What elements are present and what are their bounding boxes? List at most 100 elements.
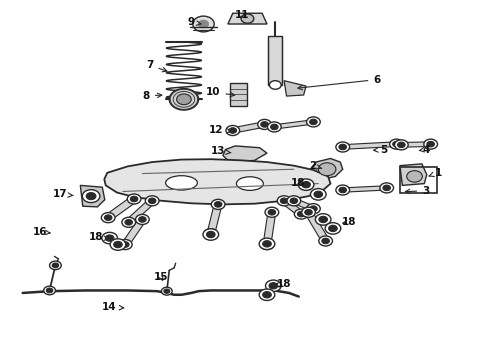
Polygon shape <box>305 211 329 242</box>
Circle shape <box>339 144 346 150</box>
Circle shape <box>82 190 100 203</box>
Circle shape <box>336 185 349 195</box>
Circle shape <box>380 183 393 193</box>
Circle shape <box>161 287 172 295</box>
Circle shape <box>311 189 326 200</box>
Polygon shape <box>105 197 137 220</box>
Circle shape <box>206 231 215 238</box>
Circle shape <box>266 280 281 292</box>
Circle shape <box>110 239 126 250</box>
Circle shape <box>269 283 278 289</box>
Circle shape <box>302 181 310 188</box>
Circle shape <box>226 126 240 135</box>
Bar <box>230 83 247 107</box>
Circle shape <box>211 199 225 210</box>
Circle shape <box>319 216 327 222</box>
Circle shape <box>258 120 271 130</box>
Text: 12: 12 <box>208 125 231 135</box>
Circle shape <box>169 89 198 110</box>
Circle shape <box>122 242 129 247</box>
Circle shape <box>407 171 422 182</box>
Circle shape <box>86 193 96 200</box>
Circle shape <box>268 210 276 215</box>
Circle shape <box>290 198 297 203</box>
Text: 16: 16 <box>32 227 50 237</box>
Polygon shape <box>263 212 276 245</box>
Circle shape <box>241 14 254 23</box>
Circle shape <box>280 198 288 203</box>
Circle shape <box>193 16 214 32</box>
Text: 5: 5 <box>373 144 388 154</box>
Circle shape <box>260 239 274 249</box>
Circle shape <box>307 117 320 127</box>
Ellipse shape <box>237 177 263 190</box>
Text: 13: 13 <box>211 146 231 156</box>
Circle shape <box>336 142 349 152</box>
Polygon shape <box>400 164 427 185</box>
Text: 14: 14 <box>102 302 123 312</box>
Circle shape <box>52 263 59 268</box>
Circle shape <box>263 241 271 247</box>
Polygon shape <box>401 142 431 147</box>
Circle shape <box>270 124 278 130</box>
Circle shape <box>127 194 141 204</box>
Circle shape <box>397 142 405 148</box>
Circle shape <box>198 21 208 28</box>
Circle shape <box>114 242 122 248</box>
Circle shape <box>259 238 275 249</box>
Polygon shape <box>343 142 397 149</box>
Polygon shape <box>80 185 105 207</box>
Polygon shape <box>104 159 331 204</box>
Polygon shape <box>281 199 304 216</box>
Circle shape <box>394 140 408 150</box>
Polygon shape <box>292 199 315 211</box>
Circle shape <box>270 81 281 89</box>
Circle shape <box>383 185 391 191</box>
Circle shape <box>265 207 279 217</box>
Text: 2: 2 <box>309 161 321 171</box>
Circle shape <box>102 232 118 244</box>
Circle shape <box>268 122 281 132</box>
Circle shape <box>101 213 115 223</box>
Circle shape <box>47 288 53 293</box>
Text: 18: 18 <box>342 217 356 227</box>
Circle shape <box>305 210 312 215</box>
Circle shape <box>176 94 191 105</box>
Circle shape <box>322 238 329 244</box>
Text: 18: 18 <box>89 232 109 242</box>
Circle shape <box>302 207 316 217</box>
Circle shape <box>49 261 61 270</box>
Circle shape <box>125 220 132 225</box>
Circle shape <box>390 139 403 149</box>
Circle shape <box>146 196 159 206</box>
Polygon shape <box>228 13 267 24</box>
Circle shape <box>259 289 275 301</box>
Circle shape <box>319 236 332 246</box>
Polygon shape <box>269 36 282 85</box>
Polygon shape <box>207 204 222 234</box>
Polygon shape <box>223 146 267 162</box>
Text: 1: 1 <box>429 168 441 178</box>
Circle shape <box>119 239 132 249</box>
Circle shape <box>307 204 320 214</box>
Circle shape <box>164 289 170 293</box>
Text: 4: 4 <box>419 144 429 154</box>
Circle shape <box>310 119 317 125</box>
Circle shape <box>44 286 55 295</box>
Polygon shape <box>311 158 343 179</box>
Circle shape <box>316 214 331 225</box>
Circle shape <box>214 202 222 207</box>
Circle shape <box>263 292 271 298</box>
Circle shape <box>325 223 341 234</box>
Polygon shape <box>122 218 146 246</box>
Text: 11: 11 <box>235 10 250 20</box>
Circle shape <box>298 179 314 190</box>
Text: 9: 9 <box>188 17 201 27</box>
Circle shape <box>263 242 271 247</box>
Circle shape <box>329 225 337 231</box>
Circle shape <box>203 229 219 240</box>
Polygon shape <box>343 186 387 192</box>
Text: 17: 17 <box>53 189 73 199</box>
Circle shape <box>392 141 400 147</box>
Text: 3: 3 <box>405 186 429 196</box>
